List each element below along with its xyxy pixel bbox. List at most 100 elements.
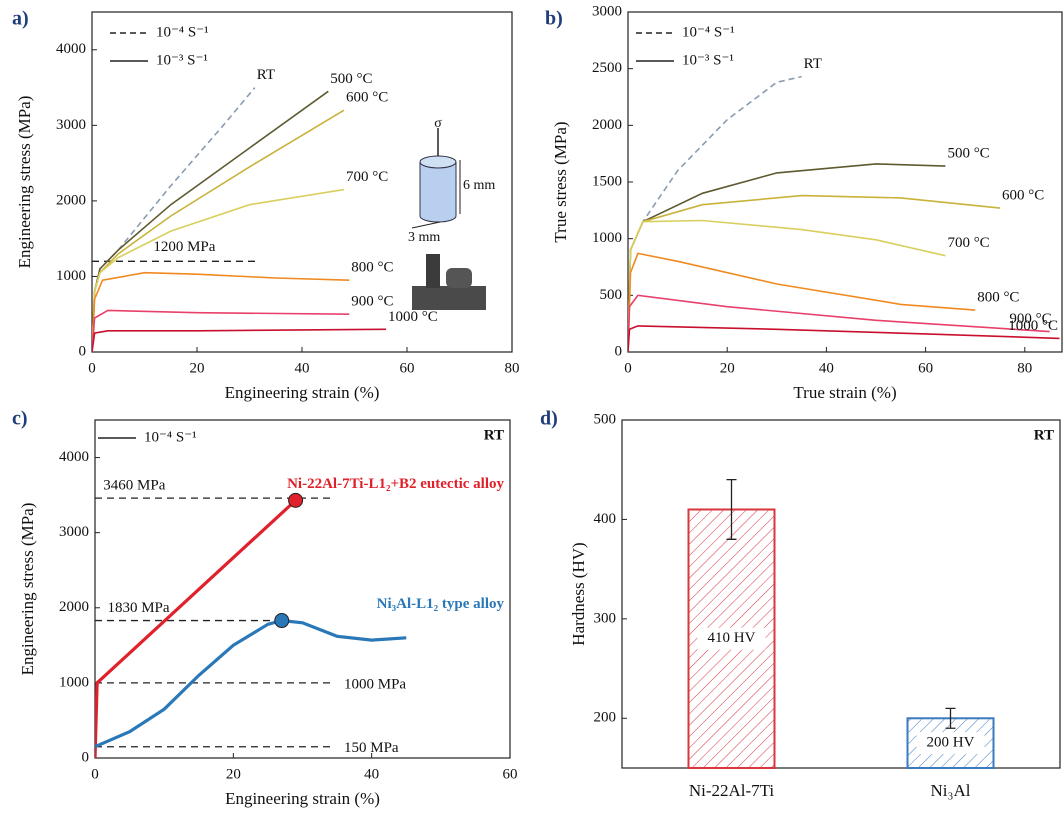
series-label: 800 °C — [351, 260, 393, 276]
legend-label: 10⁻⁴ S⁻¹ — [682, 24, 735, 40]
panel-label: b) — [545, 8, 563, 30]
x-tick-label: 20 — [720, 360, 735, 376]
inset-label: 3 mm — [408, 230, 440, 245]
y-tick-label: 3000 — [59, 524, 89, 540]
value-label: 410 HV — [708, 630, 756, 646]
series-line — [92, 109, 345, 352]
legend-label: 10⁻³ S⁻¹ — [682, 52, 734, 68]
series-line — [92, 328, 387, 352]
y-tick-label: 1500 — [592, 173, 622, 189]
series-line — [628, 194, 1001, 352]
plot-frame — [621, 419, 1061, 769]
panel: b) 0 500 1000 1500 2000 2500 3000 0 20 40 60 80 True … — [545, 3, 1063, 402]
peak-marker — [274, 613, 290, 629]
panel: d) 200 300 400 500 Hardness (HV) RT 410 HV Ni-22… — [540, 408, 1061, 800]
x-tick-label: 60 — [503, 766, 518, 782]
y-tick-label: 500 — [594, 411, 617, 427]
value-label-bg — [697, 627, 766, 650]
y-tick-label: 2500 — [592, 60, 622, 76]
specimen-body — [419, 161, 457, 223]
y-tick-label: 500 — [600, 287, 623, 303]
legend-label: 10⁻⁴ S⁻¹ — [156, 24, 209, 40]
series-line — [95, 618, 407, 749]
series-line — [628, 219, 946, 352]
specimen-photo — [426, 254, 440, 288]
reference-label: 3460 MPa — [103, 478, 165, 494]
condition-label: RT — [1034, 427, 1054, 443]
y-tick-label: 400 — [594, 511, 617, 527]
series-label: Ni-22Al-7Ti-L1₂+B2 eutectic alloy — [287, 476, 504, 492]
x-axis-title: True strain (%) — [793, 383, 896, 402]
series-label: 900 °C — [351, 294, 393, 310]
series-label: Ni₃Al-L1₂ type alloy — [377, 596, 505, 612]
x-tick-label: 20 — [226, 766, 241, 782]
x-tick-label: 0 — [91, 766, 99, 782]
series-line — [92, 309, 350, 352]
series-label: 1000 °C — [1008, 318, 1058, 334]
y-tick-label: 3000 — [56, 117, 86, 133]
series-line — [628, 252, 976, 352]
plot-frame — [94, 419, 511, 759]
x-tick-label: 40 — [819, 360, 834, 376]
y-tick-label: 1000 — [592, 230, 622, 246]
x-tick-label: 20 — [190, 360, 205, 376]
reference-label: 1200 MPa — [153, 239, 215, 255]
series-label: 600 °C — [1002, 188, 1044, 204]
y-tick-label: 1000 — [59, 674, 89, 690]
series-label: 1000 °C — [388, 309, 438, 325]
y-axis-title: True stress (MPa) — [551, 121, 570, 242]
dim-line — [411, 221, 441, 229]
reference-label: 1000 MPa — [344, 676, 406, 692]
y-axis-title: Hardness (HV) — [569, 542, 588, 645]
series-line — [628, 325, 1060, 352]
y-tick-label: 200 — [594, 710, 617, 726]
series-label: 700 °C — [947, 235, 989, 251]
error-bar — [945, 707, 956, 729]
y-tick-label: 2000 — [59, 599, 89, 615]
series-label: 500 °C — [330, 71, 372, 87]
reference-label: 1830 MPa — [107, 600, 169, 616]
panel: c) 0 1000 2000 3000 4000 0 20 40 60 Engineering st… — [12, 408, 518, 808]
y-tick-label: 3000 — [592, 3, 622, 19]
x-tick-label: 80 — [505, 360, 520, 376]
y-tick-label: 2000 — [592, 117, 622, 133]
panel: a) 0 1000 2000 3000 4000 0 20 40 60 80 Engineering … — [12, 8, 520, 402]
y-tick-label: 4000 — [56, 41, 86, 57]
reference-label: 150 MPa — [344, 740, 399, 756]
series-line — [92, 271, 350, 352]
x-axis-title: Engineering strain (%) — [225, 789, 380, 808]
specimen-photo — [446, 268, 472, 288]
panel-label: a) — [12, 8, 29, 30]
x-tick-label: 60 — [918, 360, 933, 376]
panel-label: d) — [540, 408, 558, 430]
series-label: 900 °C — [1009, 311, 1051, 327]
series-label: 600 °C — [346, 90, 388, 106]
x-tick-label: Ni-22Al-7Ti — [689, 781, 775, 800]
series-line — [92, 188, 345, 352]
peak-marker — [288, 492, 304, 508]
y-tick-label: 0 — [79, 343, 87, 359]
y-tick-label: 1000 — [56, 268, 86, 284]
x-tick-label: 40 — [295, 360, 310, 376]
series-label: 800 °C — [977, 290, 1019, 306]
inset-label: 6 mm — [463, 178, 495, 193]
x-tick-label: 0 — [624, 360, 632, 376]
series-line — [95, 499, 297, 758]
legend-label: 10⁻³ S⁻¹ — [156, 52, 208, 68]
x-axis-title: Engineering strain (%) — [225, 383, 380, 402]
condition-label: RT — [484, 427, 504, 443]
value-label: 200 HV — [927, 735, 975, 751]
x-tick-label: 0 — [88, 360, 96, 376]
y-tick-label: 300 — [594, 610, 617, 626]
x-tick-label: 80 — [1017, 360, 1032, 376]
y-tick-label: 0 — [82, 749, 90, 765]
series-label: 500 °C — [947, 146, 989, 162]
y-tick-label: 0 — [615, 343, 623, 359]
series-line — [628, 163, 946, 352]
series-label: 700 °C — [346, 169, 388, 185]
y-axis-title: Engineering stress (MPa) — [15, 96, 34, 269]
y-tick-label: 4000 — [59, 449, 89, 465]
y-axis-title: Engineering stress (MPa) — [18, 503, 37, 676]
panel-label: c) — [12, 408, 28, 430]
